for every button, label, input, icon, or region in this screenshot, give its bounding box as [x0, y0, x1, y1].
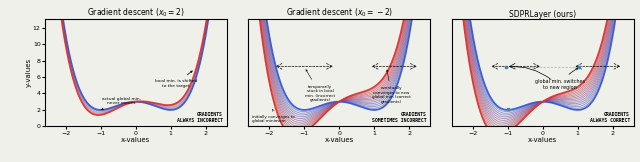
Text: temporarily
stuck in local
min. (incorrect
gradients): temporarily stuck in local min. (incorre… — [305, 70, 335, 102]
Text: local min. is shifted
to the target: local min. is shifted to the target — [155, 71, 197, 88]
Title: SDPRLayer (ours): SDPRLayer (ours) — [509, 10, 576, 19]
Title: Gradient descent ($x_0 = 2$): Gradient descent ($x_0 = 2$) — [86, 7, 184, 19]
Text: initially converges to
global minimum: initially converges to global minimum — [252, 109, 294, 123]
Text: global min. switches
to new region: global min. switches to new region — [535, 68, 585, 90]
Text: GRADIENTS
ALWAYS INCORRECT: GRADIENTS ALWAYS INCORRECT — [177, 112, 223, 123]
Text: eventually
converges to new
global min (correct
gradients): eventually converges to new global min (… — [372, 70, 411, 104]
Title: Gradient descent ($x_0 = -2$): Gradient descent ($x_0 = -2$) — [285, 7, 393, 19]
X-axis label: x-values: x-values — [121, 137, 150, 143]
Text: GRADIENTS
SOMETIMES INCORRECT: GRADIENTS SOMETIMES INCORRECT — [372, 112, 426, 123]
X-axis label: x-values: x-values — [324, 137, 354, 143]
Text: GRADIENTS
ALWAYS CORRECT: GRADIENTS ALWAYS CORRECT — [589, 112, 630, 123]
Text: actual global min.
never moves: actual global min. never moves — [102, 97, 141, 110]
X-axis label: x-values: x-values — [528, 137, 557, 143]
Y-axis label: y-values: y-values — [26, 58, 31, 87]
